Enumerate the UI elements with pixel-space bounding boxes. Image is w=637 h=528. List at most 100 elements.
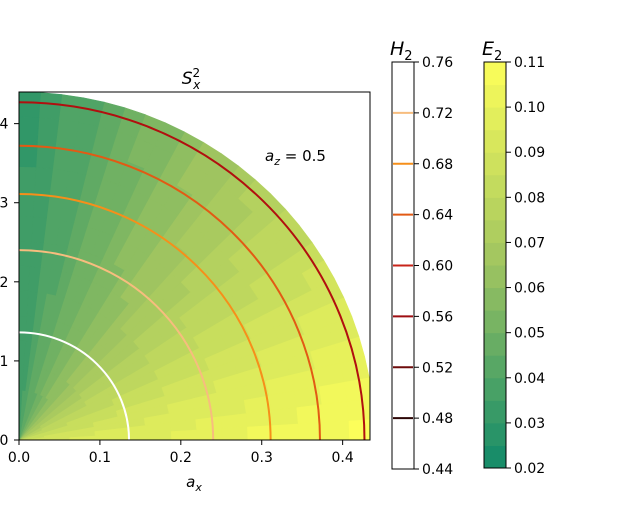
colorbar-e2-band bbox=[484, 107, 506, 131]
colorbar-e2-tick-label: 0.08 bbox=[514, 190, 545, 206]
contour-lines bbox=[19, 101, 366, 440]
colorbar-e2-tick-label: 0.06 bbox=[514, 281, 545, 297]
filled-contour-cell bbox=[221, 426, 249, 440]
colorbar-e2-band bbox=[484, 197, 506, 221]
colorbar-e2-band bbox=[484, 377, 506, 401]
filled-contour-cell bbox=[19, 215, 34, 242]
colorbar-e2-band bbox=[484, 445, 506, 469]
filled-contour-cell bbox=[34, 166, 54, 194]
y-tick-label: 1 bbox=[0, 354, 8, 370]
colorbar-e2-band bbox=[484, 422, 506, 446]
filled-contour-cell bbox=[19, 265, 31, 292]
colorbar-h2-label: H2 bbox=[390, 38, 413, 64]
y-tick-label: 0 bbox=[0, 433, 8, 449]
colorbar-e2-band bbox=[484, 152, 506, 176]
colorbar-h2-tick-label: 0.60 bbox=[422, 259, 453, 275]
x-tick-label: 0.2 bbox=[170, 450, 192, 466]
filled-contour-cell bbox=[170, 429, 198, 440]
az-value: = 0.5 bbox=[280, 147, 326, 165]
colorbar-e2-tick-label: 0.02 bbox=[514, 461, 545, 477]
filled-contour-cell bbox=[37, 117, 60, 145]
filled-contour-cell bbox=[19, 290, 29, 317]
colorbar-e2-ticks: 0.11 0.10 0.09 0.08 0.07 0.06 0.05 0.04 0.03 0.02 bbox=[506, 55, 545, 477]
colorbar-e2-tick-label: 0.09 bbox=[514, 145, 545, 161]
colorbar-h2-tick-label: 0.72 bbox=[422, 106, 453, 122]
colorbar-e2: 0.11 0.10 0.09 0.08 0.07 0.06 0.05 0.04 0.03 0.02… bbox=[482, 38, 545, 477]
colorbar-e2-label: E2 bbox=[482, 38, 502, 64]
h2-label-sub: 2 bbox=[404, 49, 412, 64]
filled-contour-cell bbox=[321, 400, 350, 423]
y-axis-ticks: 0 1 2 3 4 bbox=[0, 117, 19, 449]
y-tick-label: 3 bbox=[0, 196, 8, 212]
filled-contour-cell bbox=[38, 92, 63, 120]
xlabel-base: a bbox=[186, 473, 195, 491]
filled-contour-cell bbox=[323, 420, 350, 440]
contour-line bbox=[19, 249, 215, 440]
title-sub: x bbox=[192, 78, 201, 92]
colorbar-e2-tick-label: 0.04 bbox=[514, 371, 545, 387]
colorbar-h2-lines bbox=[393, 111, 413, 420]
y-tick-label: 2 bbox=[0, 275, 8, 291]
filled-contour-cell bbox=[196, 427, 223, 440]
xlabel-sub: x bbox=[194, 481, 202, 494]
filled-contour-cell bbox=[19, 315, 27, 342]
filled-contour-cell bbox=[19, 116, 40, 143]
h2-label-base: H bbox=[390, 38, 404, 60]
title-base: S bbox=[182, 69, 193, 89]
colorbar-h2-tick-label: 0.64 bbox=[422, 208, 453, 224]
plot-frame bbox=[18, 91, 371, 441]
contour-line bbox=[19, 144, 321, 440]
x-axis-ticks: 0.0 0.1 0.2 0.3 0.4 bbox=[8, 440, 354, 466]
colorbar-h2-tick-label: 0.52 bbox=[422, 360, 453, 376]
x-axis-label: ax bbox=[186, 473, 202, 494]
contour-line bbox=[19, 331, 131, 440]
colorbar-e2-band bbox=[484, 400, 506, 424]
contour-line bbox=[19, 101, 366, 440]
colorbar-e2-band bbox=[484, 355, 506, 379]
y-tick-label: 4 bbox=[0, 117, 9, 133]
e2-label-sub: 2 bbox=[494, 49, 502, 64]
colorbar-e2-tick-label: 0.05 bbox=[514, 326, 545, 342]
colorbar-e2-band bbox=[484, 174, 506, 198]
plot-title: S2 x bbox=[182, 66, 201, 92]
colorbar-h2: 0.76 0.72 0.68 0.64 0.60 0.56 0.52 0.48 0.44 H2 bbox=[390, 38, 453, 478]
filled-contour-cell bbox=[348, 418, 370, 440]
x-tick-label: 0.4 bbox=[332, 450, 354, 466]
colorbar-e2-band bbox=[484, 129, 506, 153]
filled-contour-cell bbox=[272, 423, 300, 440]
filled-contour-cell bbox=[19, 141, 38, 168]
colorbar-e2-tick-label: 0.10 bbox=[514, 100, 545, 116]
x-tick-label: 0.3 bbox=[251, 450, 273, 466]
filled-contour-cell bbox=[19, 389, 23, 416]
colorbar-h2-tick-label: 0.56 bbox=[422, 309, 453, 325]
colorbar-e2-band bbox=[484, 62, 506, 86]
contour-line bbox=[19, 193, 272, 440]
filled-contour-cell bbox=[19, 340, 26, 366]
colorbar-e2-band bbox=[484, 310, 506, 334]
filled-contour-cell bbox=[30, 216, 47, 243]
colorbar-e2-frame bbox=[483, 61, 507, 469]
colorbar-e2-band bbox=[484, 242, 506, 266]
colorbar-h2-tick-label: 0.44 bbox=[422, 462, 453, 478]
filled-contour-cell bbox=[19, 166, 37, 193]
colorbar-e2-band bbox=[484, 287, 506, 311]
title-sup: 2 bbox=[193, 66, 201, 80]
colorbar-e2-bands bbox=[484, 62, 506, 469]
colorbar-e2-tick-label: 0.03 bbox=[514, 416, 545, 432]
x-tick-label: 0.1 bbox=[89, 450, 111, 466]
colorbar-h2-tick-label: 0.48 bbox=[422, 411, 453, 427]
filled-contour-cell bbox=[19, 191, 35, 218]
filled-contour-cell bbox=[19, 365, 24, 391]
az-annotation: az = 0.5 bbox=[265, 147, 326, 168]
filled-contours bbox=[19, 92, 370, 440]
filled-contour-cell bbox=[19, 240, 32, 267]
colorbar-h2-ticks: 0.76 0.72 0.68 0.64 0.60 0.56 0.52 0.48 0.44 bbox=[414, 55, 453, 478]
filled-contour-cell bbox=[19, 92, 41, 118]
colorbar-e2-tick-label: 0.07 bbox=[514, 235, 545, 251]
colorbar-e2-band bbox=[484, 219, 506, 243]
colorbar-e2-tick-label: 0.11 bbox=[514, 55, 545, 71]
az-sub: z bbox=[273, 155, 280, 168]
e2-label-base: E bbox=[482, 38, 494, 60]
